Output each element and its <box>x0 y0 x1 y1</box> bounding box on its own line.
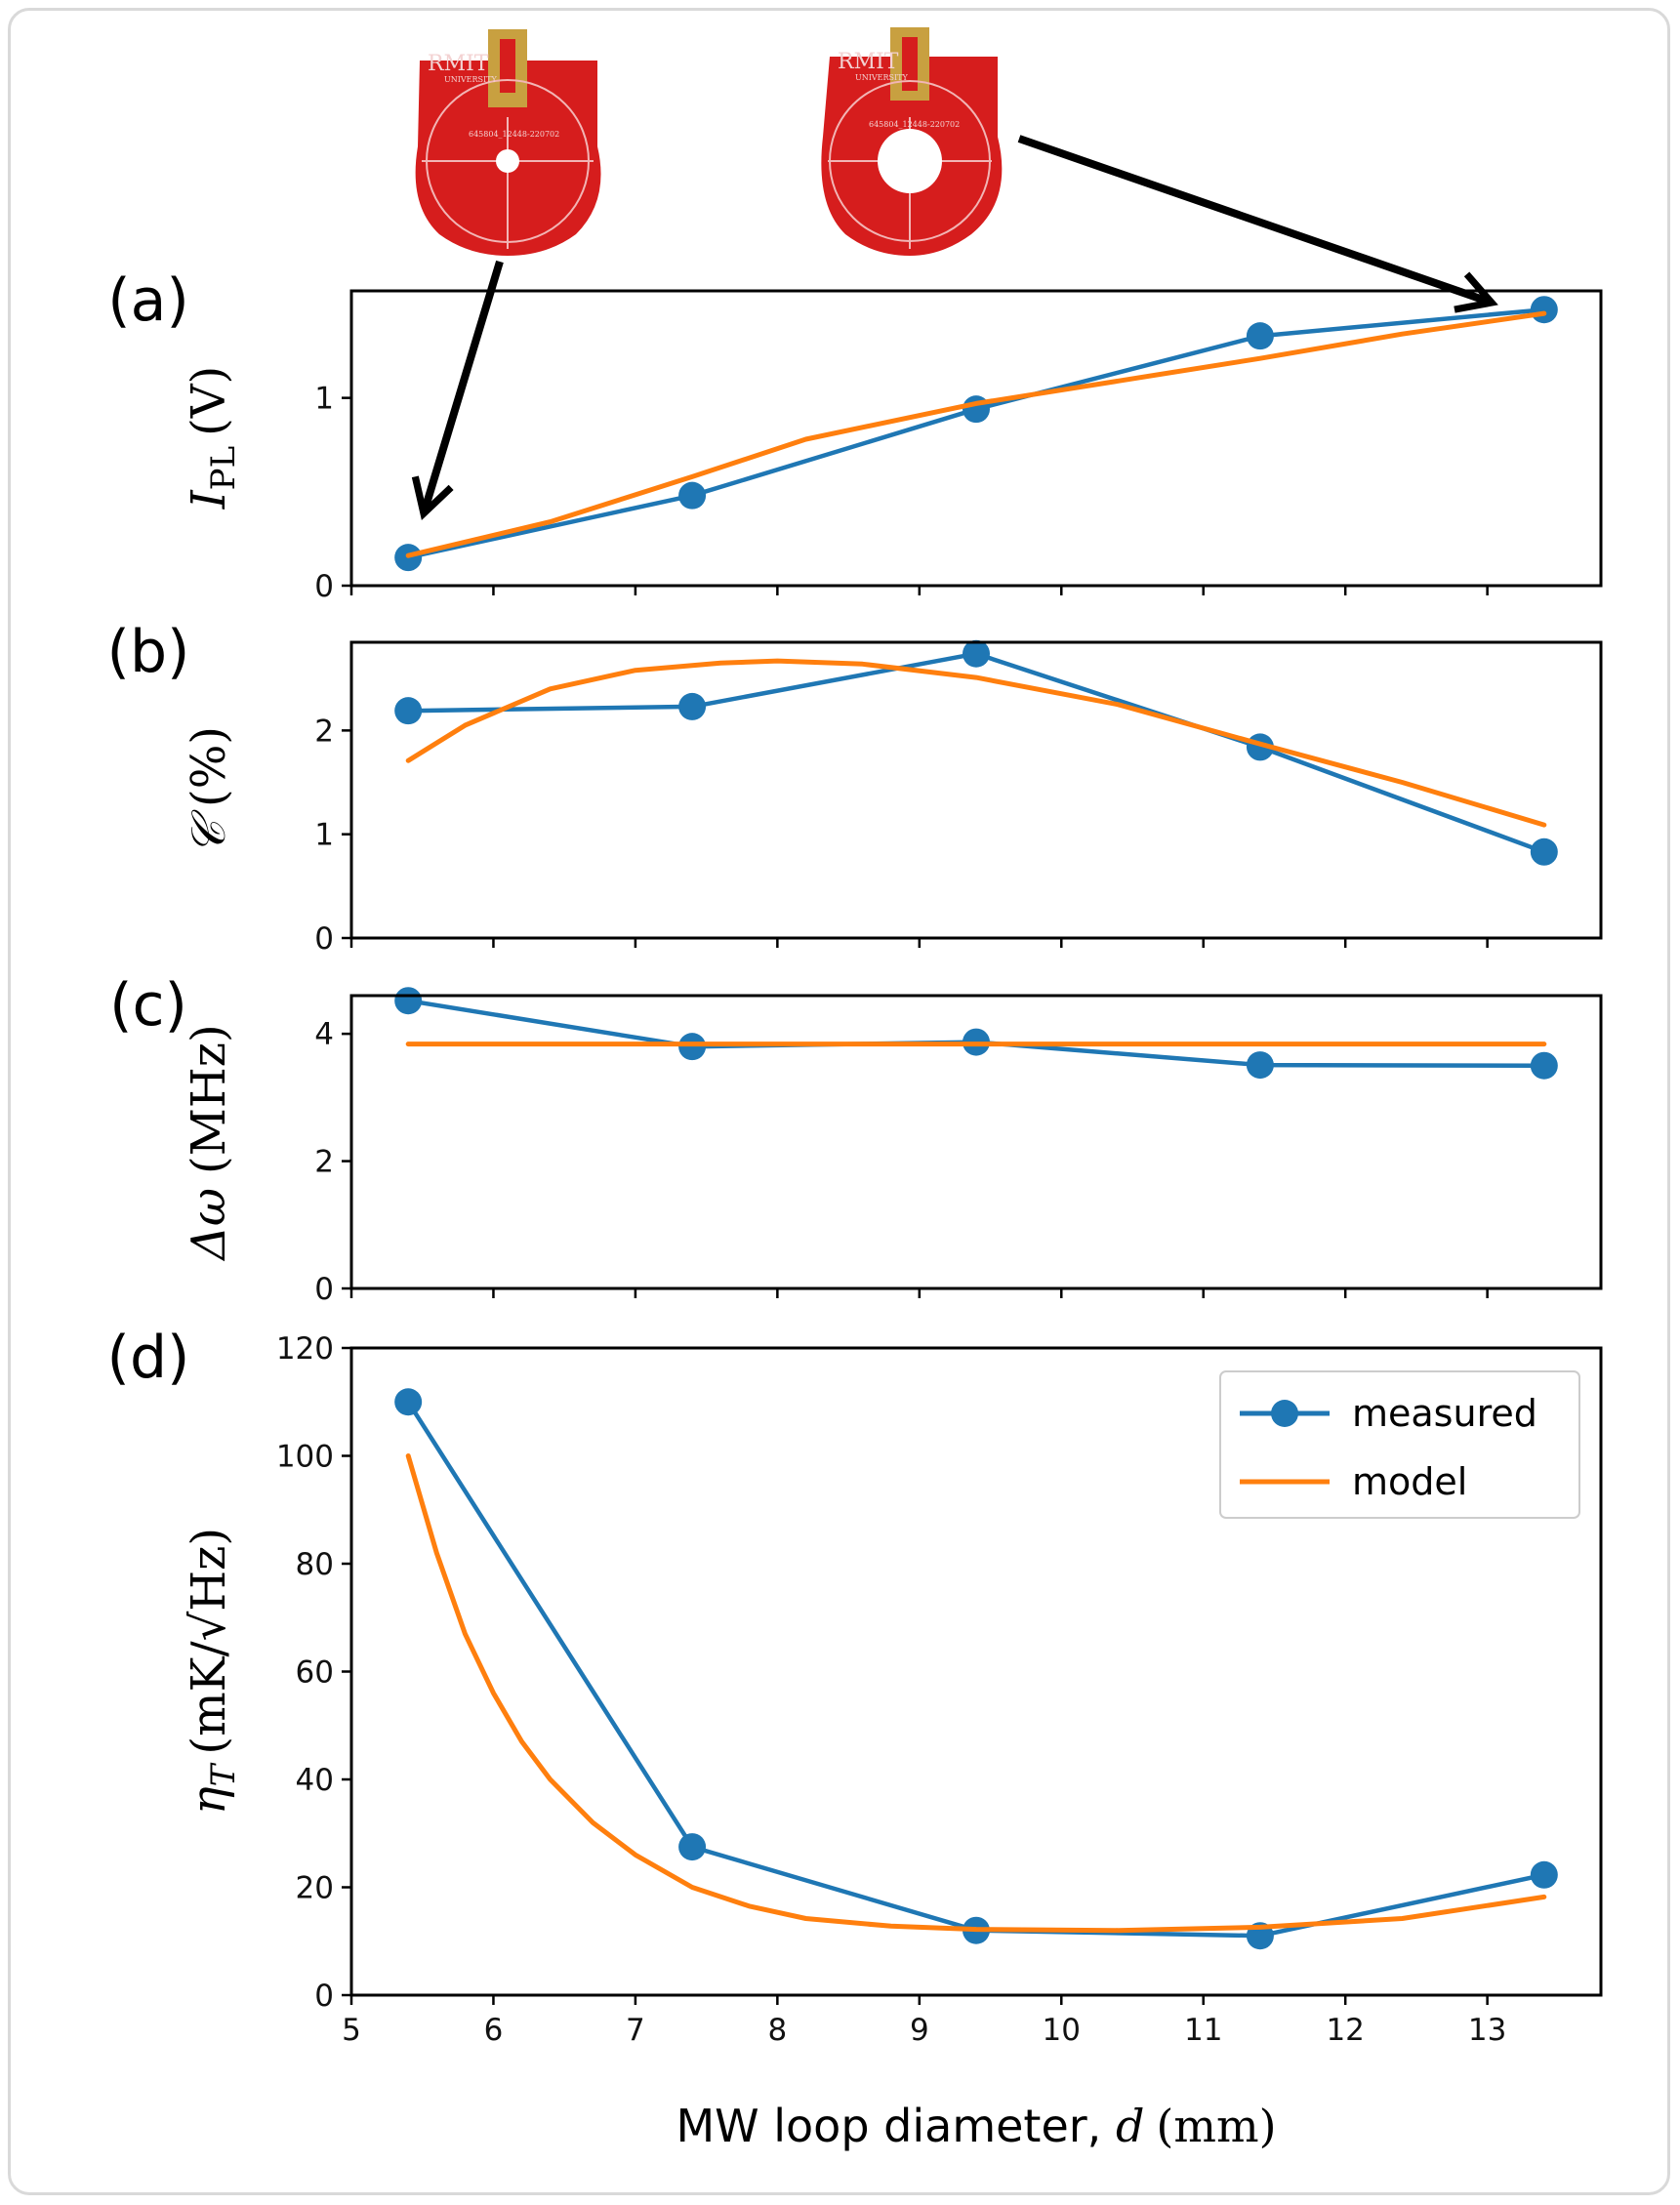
x-axis-label: MW loop diameter, d (mm) <box>676 2100 1276 2152</box>
chart-panel-1: 0 1 (a) IPL (V) <box>107 266 1603 604</box>
legend-label-measured: measured <box>1352 1392 1537 1435</box>
y-tick-label: 1 <box>314 818 334 853</box>
arrow-to-small-hole <box>411 260 504 520</box>
pcb-serial: 645804_12448-220702 <box>869 120 960 129</box>
axes-frame <box>349 640 1603 940</box>
y-axis-label: Δω (MHz) <box>182 1024 236 1262</box>
y-tick-label: 80 <box>296 1547 334 1582</box>
chart-panels: 01(a)IPL(V)012(b)𝒞(%)024(c)Δω(MHz)5 6 7 8 9 1… <box>107 266 1603 2152</box>
legend: measured model <box>1219 1370 1580 1519</box>
chart-panel-4: 5 6 7 8 9 10 11 12 13 0 20 40 60 80 100 120 (d) ηT (mK/√Hz… <box>107 1324 1603 2152</box>
figure-frame <box>8 8 1670 2195</box>
panel-label: (c) <box>109 971 187 1040</box>
chart-panel-3: 0 2 4 (c) Δω (MHz) <box>109 971 1603 1307</box>
panel-label: (a) <box>107 266 189 335</box>
data-point-measured <box>394 697 423 725</box>
pcb-logo: RMIT <box>428 52 489 76</box>
y-tick-label: 0 <box>314 569 334 604</box>
data-point-measured <box>678 1833 707 1861</box>
data-point-measured <box>1246 1051 1274 1080</box>
data-point-measured <box>1530 837 1558 866</box>
x-label-text: MW loop diameter, <box>676 2100 1115 2152</box>
y-tick-label: 100 <box>276 1440 334 1475</box>
pcb-hole-icon <box>496 149 519 173</box>
arrow-to-large-hole <box>1017 135 1498 313</box>
legend-label-model: model <box>1352 1460 1467 1503</box>
y-label-subscript: PL <box>204 446 243 490</box>
data-point-measured <box>1246 322 1274 350</box>
data-point-measured <box>963 639 990 668</box>
data-point-measured <box>1530 1051 1558 1080</box>
series-line-model <box>405 310 1547 558</box>
axes-frame <box>349 994 1603 1290</box>
y-label-symbol: η <box>182 1786 236 1815</box>
y-tick-label: 60 <box>296 1655 334 1691</box>
x-tick-label: 11 <box>1184 2013 1222 2048</box>
y-tick-label: 0 <box>314 921 334 957</box>
y-label-subscript: T <box>204 1762 243 1786</box>
x-tick-label: 9 <box>910 2013 929 2048</box>
y-axis-label: ηT (mK/√Hz) <box>182 1528 243 1815</box>
data-point-measured <box>394 987 423 1015</box>
data-point-measured <box>678 1033 707 1061</box>
x-label-variable: d <box>1116 2100 1144 2152</box>
pcb-photo-large-hole: RMIT UNIVERSITY 645804_12448-220702 <box>821 27 1003 256</box>
data-point-measured <box>678 692 707 720</box>
x-tick-label: 13 <box>1468 2013 1506 2048</box>
pcb-sub: UNIVERSITY <box>444 75 498 84</box>
pcb-sub: UNIVERSITY <box>855 73 909 82</box>
legend-marker-measured <box>1271 1400 1298 1427</box>
y-label-unit: (MHz) <box>182 1024 236 1174</box>
series-line-model <box>405 658 1547 828</box>
y-tick-label: 40 <box>296 1763 334 1798</box>
axes-frame <box>349 289 1603 588</box>
y-tick-label: 4 <box>314 1017 334 1052</box>
y-label-unit: (mK/√Hz) <box>182 1528 236 1755</box>
data-point-measured <box>394 1388 423 1416</box>
y-tick-label: 120 <box>276 1331 334 1367</box>
y-tick-label: 2 <box>314 714 334 749</box>
chart-panel-2: 0 1 2 (b) 𝒞(%) <box>107 618 1603 957</box>
y-axis-label: 𝒞(%) <box>182 726 236 855</box>
y-tick-label: 0 <box>314 1272 334 1307</box>
x-tick-label: 5 <box>342 2013 361 2048</box>
y-label-symbol: I <box>182 489 236 510</box>
y-axis-label: IPL (V) <box>182 366 243 510</box>
y-label-symbol: 𝒞 <box>182 809 236 855</box>
pcb-serial: 645804_12448-220702 <box>469 130 559 139</box>
series-line-measured <box>405 306 1547 560</box>
y-tick-label: 1 <box>314 382 334 417</box>
axes-frame <box>349 1346 1603 1997</box>
y-tick-label: 2 <box>314 1145 334 1180</box>
pcb-hole-icon <box>878 129 942 193</box>
series-line-model <box>405 1453 1547 1934</box>
data-point-measured <box>1530 1860 1558 1889</box>
panel-label: (d) <box>107 1324 190 1392</box>
x-label-unit: (mm) <box>1156 2100 1276 2152</box>
x-tick-label: 12 <box>1326 2013 1364 2048</box>
y-label-unit: (%) <box>182 726 236 807</box>
y-label-unit: (V) <box>182 366 236 436</box>
x-tick-label: 7 <box>626 2013 645 2048</box>
y-tick-label: 0 <box>314 1979 334 2014</box>
pcb-logo: RMIT <box>838 50 899 74</box>
panel-label: (b) <box>107 618 190 686</box>
x-tick-label: 8 <box>767 2013 787 2048</box>
y-tick-label: 20 <box>296 1871 334 1906</box>
pcb-photo-small-hole: RMIT UNIVERSITY 645804_12448-220702 <box>415 29 601 256</box>
y-label-symbol: Δω <box>182 1188 236 1262</box>
x-tick-label: 10 <box>1043 2013 1081 2048</box>
data-point-measured <box>678 481 707 510</box>
data-point-measured <box>1530 296 1558 324</box>
x-tick-label: 6 <box>484 2013 504 2048</box>
